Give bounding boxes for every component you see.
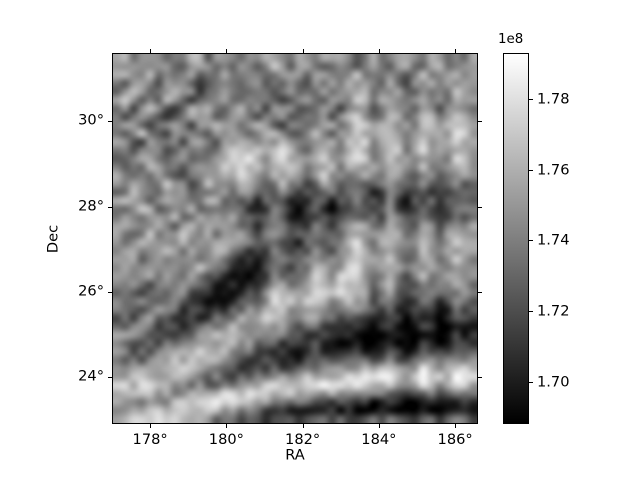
colorbar-tick-label: 1.70 (537, 373, 570, 391)
y-tick-left (108, 377, 112, 379)
y-tick-left (108, 291, 112, 293)
colorbar-tick (529, 310, 533, 313)
colorbar-tick (529, 98, 533, 101)
x-tick-top (226, 49, 228, 53)
x-tick-label: 184° (361, 431, 397, 448)
x-tick-bottom (150, 424, 152, 428)
x-tick-label: 180° (208, 431, 244, 448)
y-tick-label: 30° (78, 111, 104, 129)
x-tick-top (302, 49, 304, 53)
x-tick-bottom (302, 424, 304, 428)
x-tick-bottom (226, 424, 228, 428)
y-tick-left (108, 206, 112, 208)
x-tick-top (378, 49, 380, 53)
x-tick-bottom (455, 424, 457, 428)
y-axis-label: Dec (44, 224, 62, 254)
y-tick-right (478, 377, 482, 379)
x-tick-label: 178° (132, 431, 168, 448)
colorbar-tick (529, 169, 533, 171)
y-tick-right (478, 121, 482, 123)
y-tick-label: 28° (78, 197, 104, 215)
x-tick-bottom (378, 424, 380, 428)
x-tick-top (455, 49, 457, 53)
y-tick-label: 24° (78, 367, 104, 385)
x-axis-label: RA (285, 446, 305, 464)
colorbar-offset-text: 1e8 (498, 32, 524, 47)
y-tick-left (108, 121, 112, 123)
y-tick-label: 26° (78, 282, 104, 300)
colorbar-tick (529, 240, 533, 242)
colorbar (503, 53, 529, 424)
heatmap-image (113, 54, 477, 423)
colorbar-tick-label: 1.78 (537, 90, 570, 108)
sky-map-axes (112, 53, 478, 424)
colorbar-tick-label: 1.76 (537, 161, 570, 179)
colorbar-tick-label: 1.74 (537, 231, 570, 249)
x-tick-label: 182° (285, 431, 321, 448)
x-tick-label: 186° (437, 431, 473, 448)
colorbar-tick-label: 1.72 (537, 302, 570, 320)
y-tick-right (478, 291, 482, 293)
colorbar-tick (529, 381, 533, 383)
y-tick-right (478, 206, 482, 208)
x-tick-top (150, 49, 152, 53)
